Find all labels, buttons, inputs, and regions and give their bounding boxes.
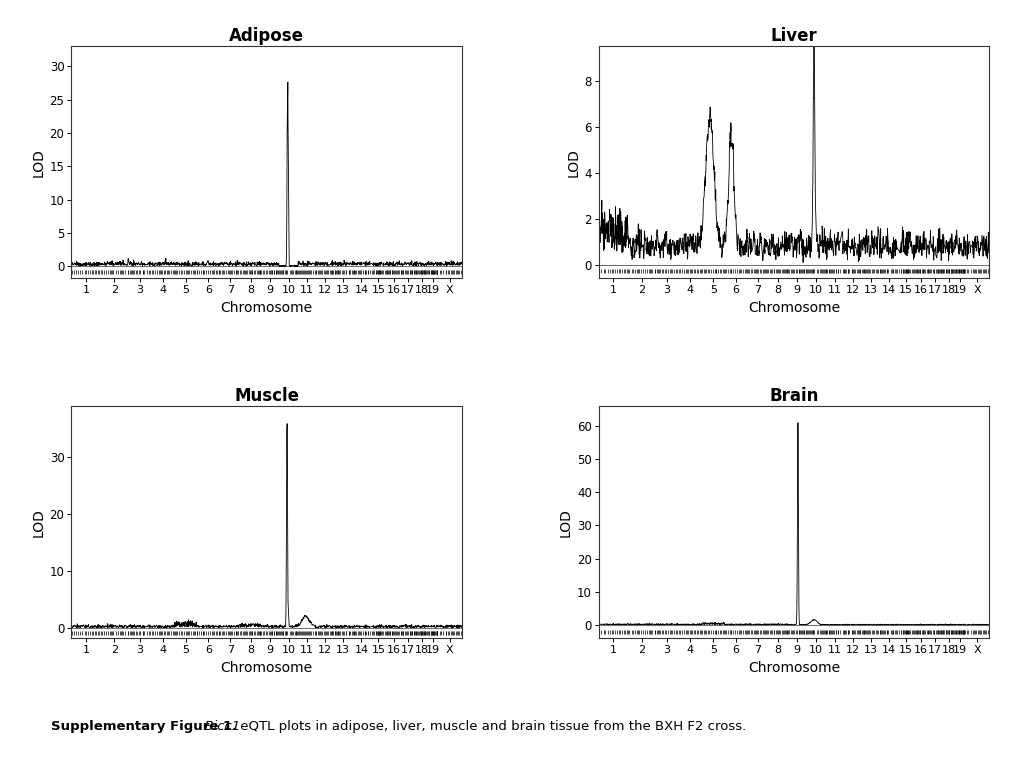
Y-axis label: LOD: LOD xyxy=(32,508,46,537)
X-axis label: Chromosome: Chromosome xyxy=(747,661,840,674)
X-axis label: Chromosome: Chromosome xyxy=(220,661,313,674)
Title: Adipose: Adipose xyxy=(229,27,304,45)
X-axis label: Chromosome: Chromosome xyxy=(220,301,313,315)
Y-axis label: LOD: LOD xyxy=(558,508,573,537)
Title: Muscle: Muscle xyxy=(234,387,299,404)
X-axis label: Chromosome: Chromosome xyxy=(747,301,840,315)
Title: Brain: Brain xyxy=(768,387,818,404)
Y-axis label: LOD: LOD xyxy=(32,148,46,177)
Y-axis label: LOD: LOD xyxy=(566,148,580,177)
Text: eQTL plots in adipose, liver, muscle and brain tissue from the BXH F2 cross.: eQTL plots in adipose, liver, muscle and… xyxy=(235,721,745,733)
Text: Supplementary Figure 1.: Supplementary Figure 1. xyxy=(51,721,237,733)
Title: Liver: Liver xyxy=(770,27,816,45)
Text: Bicc1: Bicc1 xyxy=(197,721,240,733)
